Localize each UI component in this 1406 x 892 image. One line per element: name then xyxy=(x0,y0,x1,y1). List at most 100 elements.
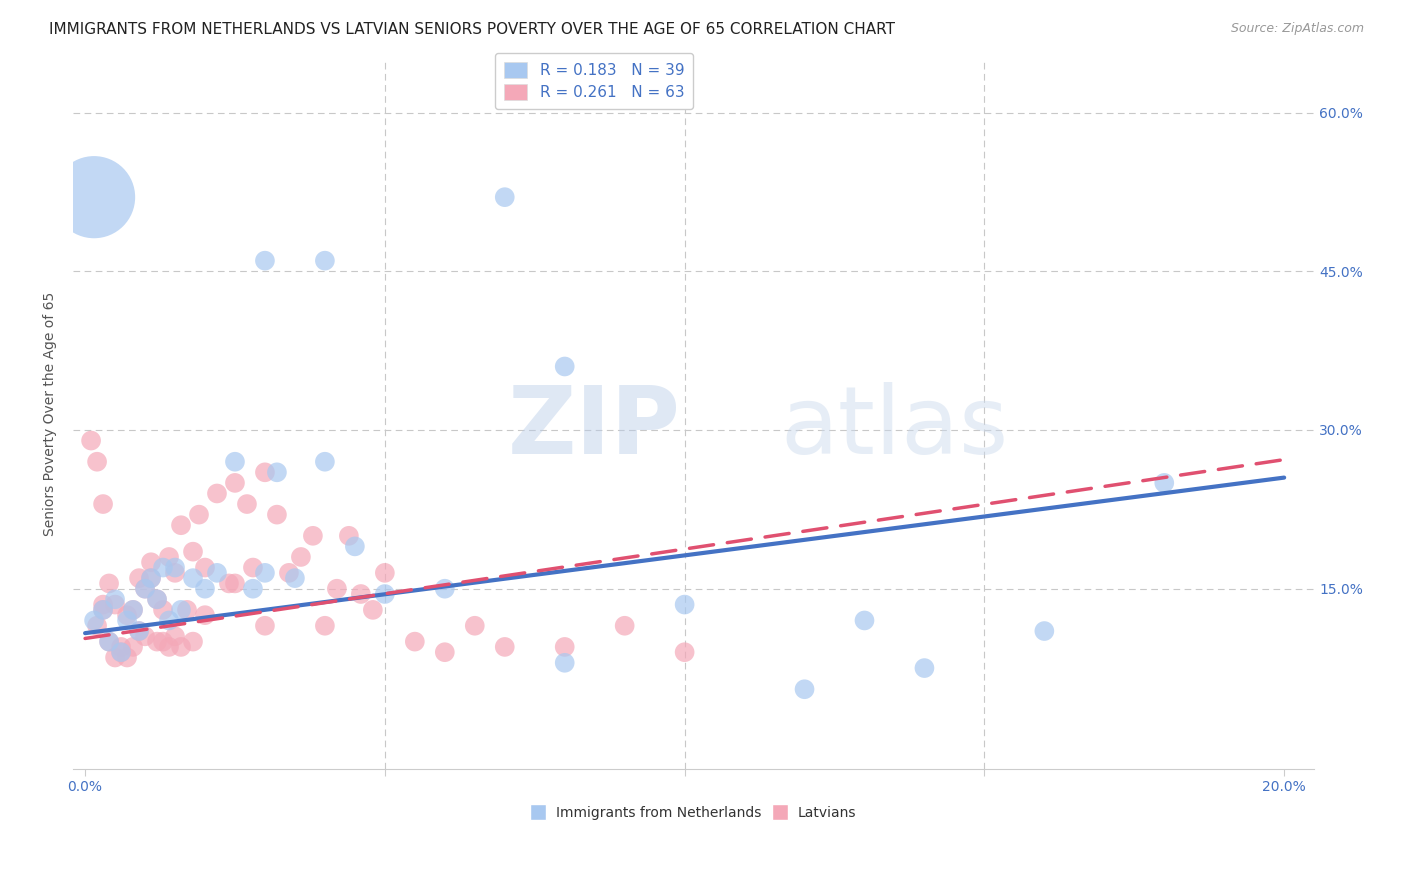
Point xyxy=(152,560,174,574)
Point xyxy=(139,571,162,585)
Point xyxy=(1033,624,1056,638)
Point xyxy=(194,608,217,623)
Point xyxy=(253,465,276,479)
Point xyxy=(433,582,456,596)
Point xyxy=(176,603,198,617)
Point xyxy=(673,598,696,612)
Point xyxy=(181,544,204,558)
Point xyxy=(83,614,105,628)
Point xyxy=(128,571,150,585)
Point xyxy=(98,576,121,591)
Point xyxy=(86,455,108,469)
Point xyxy=(277,566,299,580)
Point xyxy=(224,576,246,591)
Point xyxy=(157,549,180,564)
Point xyxy=(163,560,186,574)
Point xyxy=(350,587,373,601)
Text: Source: ZipAtlas.com: Source: ZipAtlas.com xyxy=(1230,22,1364,36)
Point xyxy=(91,497,114,511)
Point xyxy=(146,634,169,648)
Point xyxy=(343,540,366,554)
Point xyxy=(205,486,228,500)
Point xyxy=(98,634,121,648)
Point xyxy=(613,619,636,633)
Point xyxy=(242,560,264,574)
Point xyxy=(163,629,186,643)
Point xyxy=(554,656,576,670)
Point xyxy=(110,645,132,659)
Point xyxy=(157,640,180,654)
Y-axis label: Seniors Poverty Over the Age of 65: Seniors Poverty Over the Age of 65 xyxy=(44,292,58,536)
Point xyxy=(157,614,180,628)
Point xyxy=(266,508,288,522)
Point xyxy=(374,587,396,601)
Point xyxy=(404,634,426,648)
Point xyxy=(134,629,156,643)
Point xyxy=(494,190,516,204)
Point xyxy=(218,576,240,591)
Point xyxy=(494,640,516,654)
Point xyxy=(290,549,312,564)
Point xyxy=(134,582,156,596)
Point xyxy=(128,624,150,638)
Point xyxy=(302,529,325,543)
Point xyxy=(91,603,114,617)
Point xyxy=(134,582,156,596)
Point xyxy=(912,661,935,675)
Point xyxy=(284,571,307,585)
Point xyxy=(314,619,336,633)
Point xyxy=(122,603,145,617)
Point xyxy=(163,566,186,580)
Point xyxy=(91,603,114,617)
Point xyxy=(793,682,815,697)
Point xyxy=(128,624,150,638)
Point xyxy=(224,455,246,469)
Point xyxy=(110,640,132,654)
Point xyxy=(98,634,121,648)
Point xyxy=(146,592,169,607)
Point xyxy=(115,614,138,628)
Text: IMMIGRANTS FROM NETHERLANDS VS LATVIAN SENIORS POVERTY OVER THE AGE OF 65 CORREL: IMMIGRANTS FROM NETHERLANDS VS LATVIAN S… xyxy=(49,22,896,37)
Point xyxy=(170,640,193,654)
Point xyxy=(115,608,138,623)
Point xyxy=(104,598,127,612)
Text: atlas: atlas xyxy=(780,383,1008,475)
Point xyxy=(253,619,276,633)
Point xyxy=(104,592,127,607)
Point xyxy=(266,465,288,479)
Point xyxy=(236,497,259,511)
Point xyxy=(361,603,384,617)
Point xyxy=(170,518,193,533)
Point xyxy=(673,645,696,659)
Point xyxy=(1153,475,1175,490)
Point xyxy=(326,582,349,596)
Point xyxy=(122,603,145,617)
Point xyxy=(104,650,127,665)
Point xyxy=(853,614,876,628)
Point xyxy=(554,640,576,654)
Point xyxy=(139,555,162,569)
Point xyxy=(170,603,193,617)
Point xyxy=(115,650,138,665)
Point xyxy=(91,598,114,612)
Legend: Immigrants from Netherlands, Latvians: Immigrants from Netherlands, Latvians xyxy=(526,800,862,825)
Point xyxy=(83,190,105,204)
Point xyxy=(152,603,174,617)
Point xyxy=(205,566,228,580)
Point xyxy=(152,634,174,648)
Point xyxy=(374,566,396,580)
Point xyxy=(253,566,276,580)
Point xyxy=(110,645,132,659)
Point xyxy=(433,645,456,659)
Point xyxy=(224,475,246,490)
Point xyxy=(337,529,360,543)
Text: ZIP: ZIP xyxy=(508,383,681,475)
Point xyxy=(253,253,276,268)
Point xyxy=(314,455,336,469)
Point xyxy=(146,592,169,607)
Point xyxy=(122,640,145,654)
Point xyxy=(314,253,336,268)
Point xyxy=(139,571,162,585)
Point xyxy=(181,571,204,585)
Point xyxy=(242,582,264,596)
